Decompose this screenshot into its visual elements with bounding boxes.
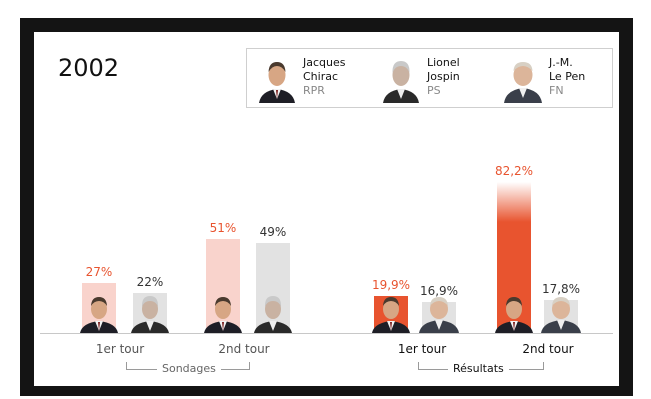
legend-item-jospin: Lionel Jospin PS bbox=[375, 53, 495, 105]
bar-value-label: 82,2% bbox=[494, 164, 534, 178]
bar-value-label: 27% bbox=[85, 265, 113, 279]
chirac-portrait bbox=[255, 55, 299, 103]
tour-label: 1er tour bbox=[95, 342, 145, 356]
bar-value-label: 22% bbox=[136, 275, 164, 289]
bar-value-label: 16,9% bbox=[419, 284, 459, 298]
legend-first-name: J.-M. bbox=[549, 56, 573, 69]
bar-value-label: 17,8% bbox=[541, 282, 581, 296]
chirac-portrait bbox=[493, 291, 535, 333]
chirac-portrait bbox=[202, 291, 244, 333]
tour-label: 2nd tour bbox=[522, 342, 574, 356]
jospin-portrait bbox=[379, 55, 423, 103]
chart-canvas: 2002 Jacques Chirac RPR bbox=[34, 32, 619, 386]
bar-value-label: 49% bbox=[259, 225, 287, 239]
legend-party: FN bbox=[549, 84, 564, 97]
tour-label: 2nd tour bbox=[218, 342, 270, 356]
lepen-portrait bbox=[418, 291, 460, 333]
legend-last-name: Jospin bbox=[427, 70, 460, 83]
lepen-portrait bbox=[501, 55, 545, 103]
chirac-portrait bbox=[370, 291, 412, 333]
legend-item-lepen: J.-M. Le Pen FN bbox=[497, 53, 617, 105]
legend-last-name: Le Pen bbox=[549, 70, 586, 83]
legend-last-name: Chirac bbox=[303, 70, 339, 83]
legend-party: PS bbox=[427, 84, 441, 97]
jospin-portrait bbox=[252, 291, 294, 333]
group-label-resultats: Résultats bbox=[448, 362, 509, 375]
jospin-portrait bbox=[129, 291, 171, 333]
group-label-sondages: Sondages bbox=[157, 362, 221, 375]
legend-party: RPR bbox=[303, 84, 325, 97]
lepen-portrait bbox=[540, 291, 582, 333]
legend: Jacques Chirac RPR Lionel Jospin PS bbox=[246, 48, 613, 108]
bar-value-label: 19,9% bbox=[371, 278, 411, 292]
bar-value-label: 51% bbox=[209, 221, 237, 235]
chirac-portrait bbox=[78, 291, 120, 333]
legend-first-name: Jacques bbox=[303, 56, 346, 69]
tour-label: 1er tour bbox=[397, 342, 447, 356]
legend-first-name: Lionel bbox=[427, 56, 460, 69]
legend-item-chirac: Jacques Chirac RPR bbox=[251, 53, 371, 105]
chart-year-title: 2002 bbox=[58, 54, 120, 82]
chart-baseline bbox=[40, 333, 613, 334]
